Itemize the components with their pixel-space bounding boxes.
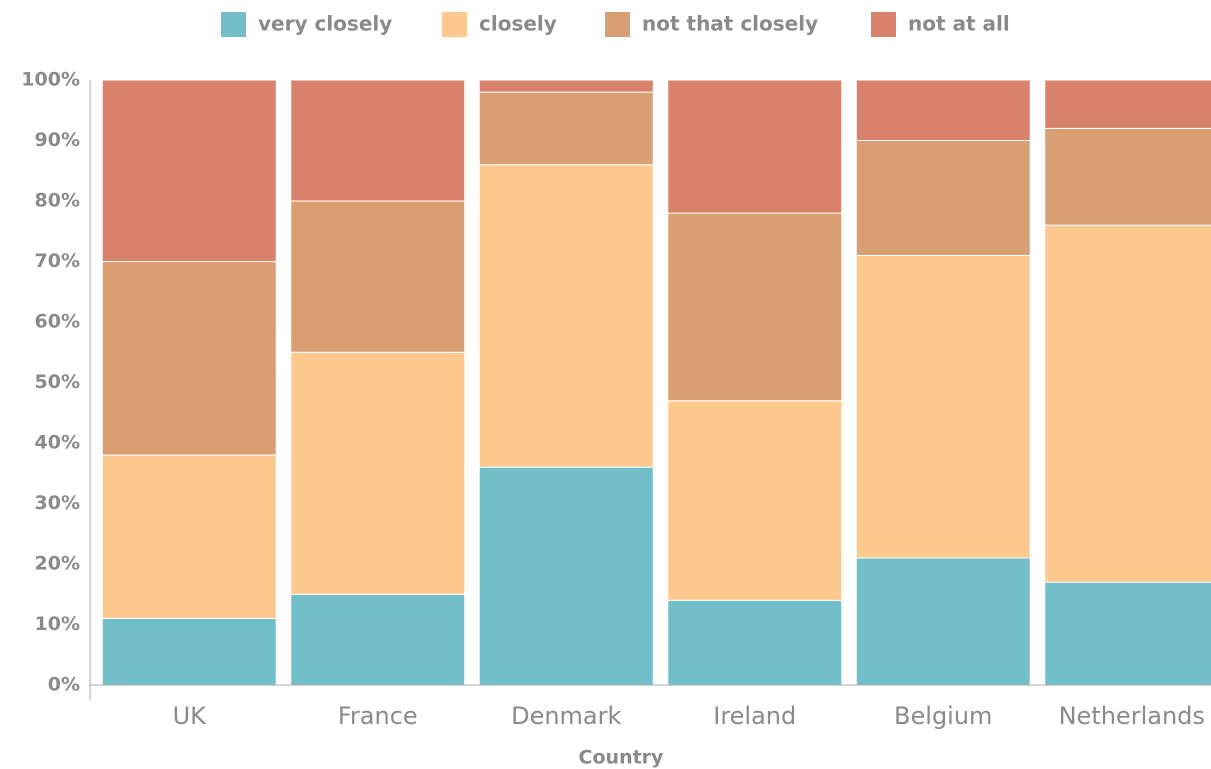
bar-segment [478,79,654,93]
bar-segment [667,79,843,214]
legend-swatch [871,12,896,37]
y-tick-label: 60% [35,311,80,333]
y-tick-label: 30% [35,492,80,514]
bar-segment [855,557,1031,686]
bar-segment [1044,79,1211,129]
x-tick-label: Netherlands [1059,702,1205,730]
bar-segment [667,212,843,402]
y-tick-label: 100% [21,69,80,91]
x-tick-label: France [338,702,418,730]
y-tick-label: 50% [35,371,80,393]
x-tick-label: Belgium [894,702,992,730]
legend-label: not at all [908,12,1010,36]
bar-segment [290,351,466,595]
bar-segment [290,79,466,202]
bar-segment [855,79,1031,141]
y-tick-label: 10% [35,613,80,635]
legend-label: very closely [258,12,392,36]
bar-segment [855,254,1031,559]
legend-swatch [442,12,467,37]
bar-segment [101,261,277,456]
y-tick-label: 20% [35,553,80,575]
x-tick-label: UK [173,702,208,730]
bar-segment [290,200,466,353]
bar-segment [101,79,277,262]
bar-segment [667,400,843,601]
bar-segment [478,466,654,686]
bar-segment [1044,224,1211,583]
bar-segment [101,617,277,686]
bar-segment [478,164,654,468]
bar-segment [101,454,277,619]
legend-swatch [605,12,630,37]
y-tick-label: 40% [35,432,80,454]
legend-swatch [221,12,246,37]
x-tick-label: Ireland [713,702,796,730]
legend-label: not that closely [642,12,818,36]
bar-segment [1044,581,1211,686]
bar-segment [290,593,466,686]
y-tick-label: 70% [35,250,80,272]
bar-segment [667,599,843,686]
bar-segment [855,140,1031,256]
x-tick-label: Denmark [511,702,621,730]
x-axis-title: Country [579,747,665,769]
y-tick-label: 90% [35,129,80,151]
bar-segment [478,91,654,166]
y-tick-label: 0% [48,674,80,696]
legend-label: closely [479,12,557,36]
bar-segment [1044,127,1211,226]
y-tick-label: 80% [35,190,80,212]
